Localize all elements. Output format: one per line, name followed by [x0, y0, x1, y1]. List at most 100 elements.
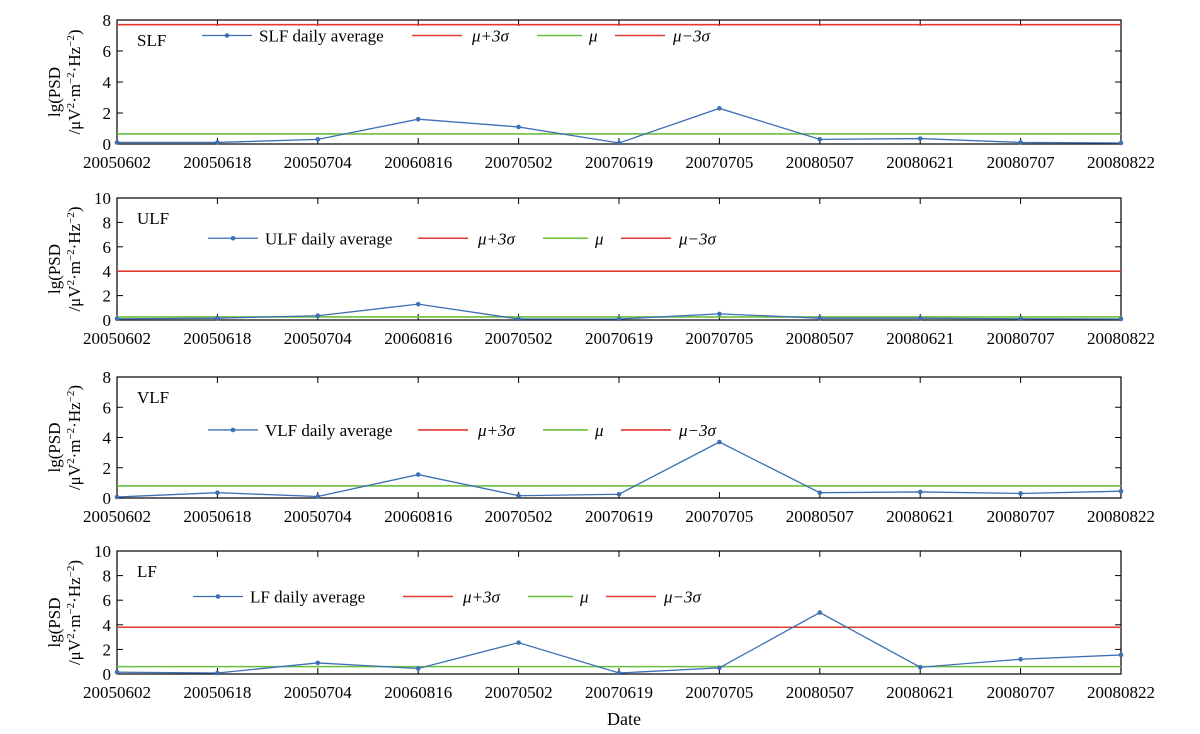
x-tick-label: 20070619: [585, 153, 653, 172]
data-point: [215, 670, 220, 676]
y-label-part: /μV: [65, 638, 84, 665]
x-tick-label: 20060816: [384, 507, 452, 526]
y-axis-label: lg(PSD/μV2·m−2·Hz−2): [45, 385, 84, 490]
y-tick-label: 2: [103, 459, 112, 478]
data-point: [717, 665, 722, 671]
x-tick-label: 20080707: [987, 507, 1056, 526]
legend: SLF daily average μ+3σ μ μ−3σ: [202, 27, 711, 46]
panel-slf: 0 2 4 6 8 20050602 20050618 20050704 20060816 200…: [45, 11, 1155, 172]
y-axis-label-line1: lg(PSD: [45, 597, 64, 647]
y-axis-label-line2: /μV2·m−2·Hz−2): [65, 560, 84, 665]
x-tick-label: 20070619: [585, 507, 653, 526]
legend: ULF daily average μ+3σ μ μ−3σ: [208, 229, 717, 248]
panel-lf: 0 2 4 6 8 10 20050602 20050618 20050704 20060816 2…: [45, 542, 1155, 702]
x-tick-label: 20050618: [183, 507, 251, 526]
legend-series-label: SLF daily average: [259, 27, 384, 46]
y-axis-label-line2: /μV2·m−2·Hz−2): [65, 206, 84, 311]
data-point: [516, 493, 521, 499]
data-point: [616, 140, 622, 146]
y-tick-label: 0: [103, 311, 112, 330]
x-tick-label: 20070705: [685, 683, 753, 702]
y-tick-label: 0: [103, 665, 112, 684]
panel-title: ULF: [137, 209, 169, 228]
y-tick-label: 6: [103, 398, 112, 417]
panel-vlf: 0 2 4 6 8 20050602 20050618 20050704 20060816 200…: [45, 368, 1155, 526]
legend-mu-label: μ: [588, 27, 598, 46]
legend-mu-minus-label: μ−3σ: [663, 588, 702, 607]
x-tick-label: 20050704: [284, 507, 353, 526]
y-tick-label: 6: [103, 42, 112, 61]
data-point: [315, 494, 321, 499]
y-label-part: −2: [65, 603, 77, 615]
x-tick-label: 20050618: [183, 153, 251, 172]
data-point: [616, 316, 622, 322]
data-point: [817, 610, 823, 615]
y-axis-label-line1: lg(PSD: [45, 67, 64, 117]
series-line: [117, 107, 1122, 144]
x-tick-label: 20080621: [886, 683, 954, 702]
data-point: [1018, 491, 1023, 496]
legend-mu-plus-label: μ+3σ: [471, 27, 510, 46]
data-point: [1018, 316, 1023, 322]
y-label-part: 2: [65, 633, 77, 639]
data-point: [114, 316, 120, 322]
x-axis-label: Date: [607, 709, 641, 729]
axes-box: [116, 550, 1122, 675]
x-tick-label: 20070502: [485, 153, 553, 172]
y-label-part: /μV: [65, 463, 84, 490]
data-point: [616, 491, 622, 497]
y-tick-label: 6: [103, 591, 112, 610]
data-point: [817, 315, 823, 321]
y-tick-label: 0: [103, 135, 112, 154]
legend-series-marker: [224, 33, 230, 38]
y-label-part: ·Hz: [65, 402, 84, 428]
y-tick-label: 4: [103, 262, 112, 281]
data-point: [917, 136, 923, 141]
x-tick-label: 20060816: [384, 683, 452, 702]
data-point: [1118, 316, 1124, 322]
data-point: [114, 140, 120, 145]
x-tick-label: 20050704: [284, 329, 353, 348]
x-tick-label: 20070502: [485, 507, 553, 526]
x-tick-label: 20080822: [1087, 507, 1155, 526]
y-tick-label: 4: [103, 73, 112, 92]
data-point: [1118, 488, 1124, 494]
y-tick-label: 10: [94, 189, 111, 208]
x-tick-label: 20080621: [886, 507, 954, 526]
y-axis-label-line2: /μV2·m−2·Hz−2): [65, 385, 84, 490]
x-tick-label: 20080707: [987, 153, 1056, 172]
x-tick-label: 20080822: [1087, 683, 1155, 702]
x-tick-label: 20060816: [384, 153, 452, 172]
legend-mu-label: μ: [594, 229, 604, 248]
series-line: [116, 441, 1122, 498]
legend-mu-plus-label: μ+3σ: [477, 421, 516, 440]
x-tick-label: 20080822: [1087, 153, 1155, 172]
y-tick-label: 8: [103, 368, 112, 387]
y-label-part: 2: [65, 103, 77, 109]
legend: VLF daily average μ+3σ μ μ−3σ: [208, 421, 717, 440]
legend-mu-label: μ: [579, 588, 589, 607]
data-point: [215, 140, 220, 145]
y-tick-label: 0: [103, 489, 112, 508]
data-point: [215, 315, 220, 321]
y-label-part: ·m: [65, 440, 84, 459]
y-label-part: −2: [65, 391, 77, 403]
data-point: [1118, 140, 1124, 146]
legend-series-marker: [230, 427, 236, 433]
data-point: [114, 494, 120, 500]
data-point: [616, 670, 622, 676]
y-label-part: −2: [65, 428, 77, 440]
y-tick-label: 10: [94, 542, 111, 561]
x-tick-label: 20070705: [685, 329, 753, 348]
y-axis-label: lg(PSD/μV2·m−2·Hz−2): [45, 206, 84, 311]
legend-mu-label: μ: [594, 421, 604, 440]
y-tick-label: 4: [103, 616, 112, 635]
legend-series-label: ULF daily average: [265, 229, 392, 248]
x-tick-label: 20050618: [183, 683, 251, 702]
x-tick-label: 20050602: [83, 329, 151, 348]
legend-series-label: VLF daily average: [265, 421, 392, 440]
data-point: [516, 640, 521, 645]
x-tick-label: 20080822: [1087, 329, 1155, 348]
x-tick-label: 20070619: [585, 329, 653, 348]
